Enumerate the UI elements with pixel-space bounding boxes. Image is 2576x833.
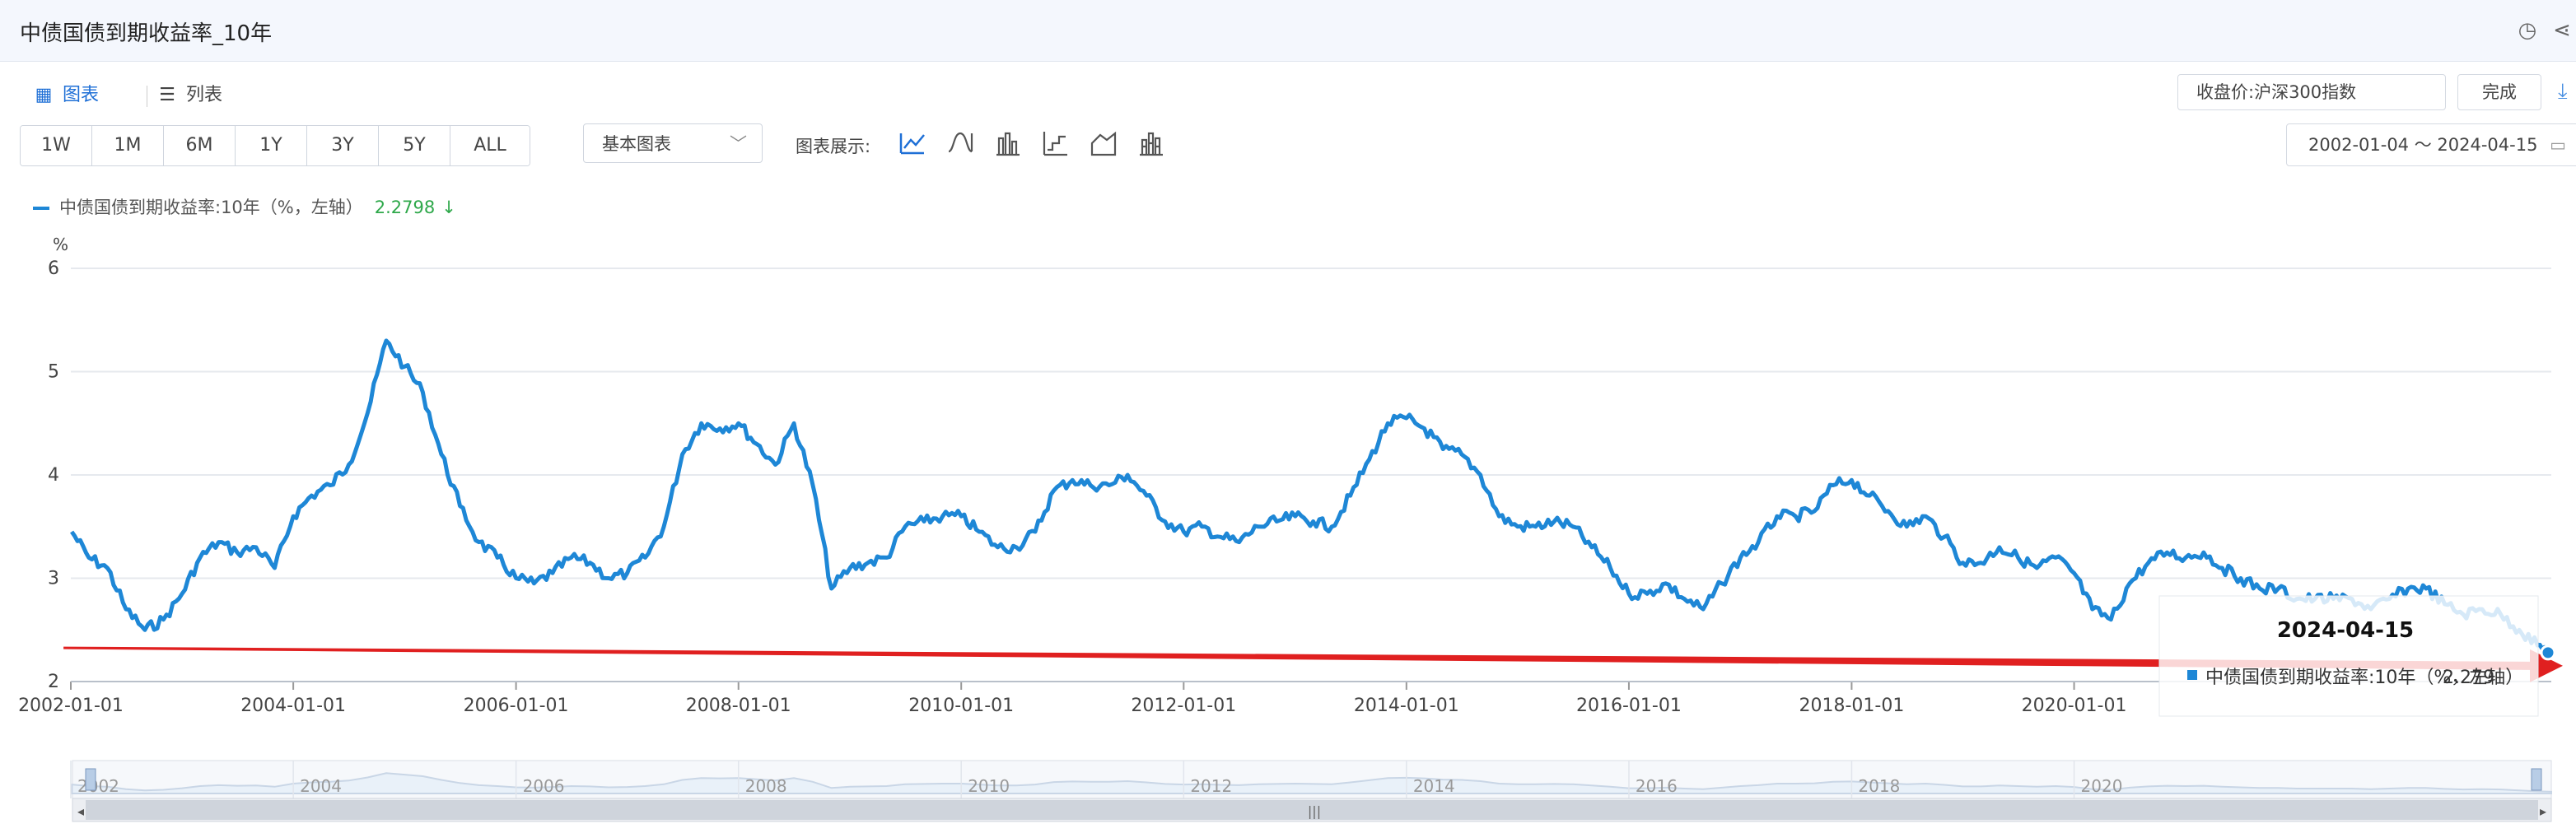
tooltip: 2024-04-15 中债国债到期收益率:10年（%，左轴） 2.279 bbox=[2158, 595, 2539, 717]
tooltip-swatch bbox=[2187, 670, 2197, 680]
history-icon[interactable]: ◷ bbox=[2518, 18, 2537, 43]
legend-swatch bbox=[33, 207, 49, 210]
y-tick-label: 3 bbox=[48, 569, 59, 589]
range-6m-button[interactable]: 6M bbox=[164, 126, 236, 165]
range-3y-button[interactable]: 3Y bbox=[307, 126, 379, 165]
date-range-picker[interactable]: 2002-01-04 ～ 2024-04-15 ▭ bbox=[2286, 123, 2576, 166]
x-tick-label: 2006-01-01 bbox=[464, 696, 569, 716]
list-icon: ☰ bbox=[159, 85, 175, 105]
red-annotation-arrow bbox=[63, 646, 2563, 682]
x-tick-label: 2008-01-01 bbox=[686, 696, 791, 716]
navigator-year-label: 2018 bbox=[1858, 776, 1900, 796]
page-title: 中债国债到期收益率_10年 bbox=[20, 21, 273, 46]
x-axis-ticks: 2002-01-01 2004-01-01 2006-01-01 2008-01-01… bbox=[18, 681, 2551, 716]
range-1w-button[interactable]: 1W bbox=[21, 126, 92, 165]
compare-series-input[interactable]: 收盘价:沪深300指数 bbox=[2177, 74, 2446, 110]
step-chart-icon[interactable] bbox=[1041, 128, 1071, 158]
navigator-series bbox=[71, 772, 2552, 794]
navigator[interactable]: 2002 2004 2006 2008 2010 2012 2014 2016 2018 2020… bbox=[70, 760, 2552, 822]
legend-item[interactable]: 中债国债到期收益率:10年（%，左轴） 2.2798 ↓ bbox=[33, 194, 456, 219]
x-tick-label: 2020-01-01 bbox=[2022, 696, 2127, 716]
chart-mode-select[interactable]: 基本图表 ﹀ bbox=[583, 123, 763, 163]
last-point-marker bbox=[2540, 645, 2556, 661]
scrollbar-thumb[interactable] bbox=[86, 800, 2538, 820]
title-bar: 中债国债到期收益率_10年 ◷ ⋖ bbox=[0, 0, 2576, 62]
tooltip-value: 2.279 bbox=[2443, 668, 2494, 688]
calendar-icon: ▭ bbox=[2550, 135, 2566, 155]
navigator-year-labels: 2002 2004 2006 2008 2010 2012 2014 2016 2018 2020 bbox=[70, 761, 2123, 798]
arrow-shape bbox=[63, 646, 2563, 682]
done-button[interactable]: 完成 bbox=[2457, 74, 2541, 110]
x-tick-label: 2010-01-01 bbox=[908, 696, 1014, 716]
tab-chart-label: 图表 bbox=[63, 85, 100, 105]
series-line bbox=[70, 338, 2552, 657]
navigator-left-handle[interactable] bbox=[85, 768, 96, 791]
download-icon[interactable]: ⤓ bbox=[2558, 79, 2568, 104]
x-tick-label: 2014-01-01 bbox=[1354, 696, 1459, 716]
arrow-down-icon: ↓ bbox=[441, 198, 456, 217]
x-tick-label: 2004-01-01 bbox=[240, 696, 346, 716]
date-range-value: 2002-01-04 ～ 2024-04-15 bbox=[2308, 135, 2538, 155]
tab-list[interactable]: ☰ 列表 bbox=[156, 81, 222, 110]
line-chart-icon[interactable] bbox=[898, 128, 927, 158]
bar-chart-icon[interactable] bbox=[993, 128, 1023, 158]
legend-label: 中债国债到期收益率:10年（%，左轴） bbox=[59, 198, 363, 217]
range-1m-button[interactable]: 1M bbox=[92, 126, 164, 165]
navigator-background bbox=[72, 760, 2552, 799]
navigator-year-label: 2010 bbox=[968, 776, 1010, 796]
range-button-group: 1W 1M 6M 1Y 3Y 5Y ALL bbox=[20, 125, 530, 166]
navigator-year-label: 2016 bbox=[1636, 776, 1678, 796]
navigator-year-label: 2014 bbox=[1413, 776, 1455, 796]
scrollbar-grip-icon: ||| bbox=[1308, 803, 1321, 819]
chart-display-label: 图表展示: bbox=[796, 137, 871, 156]
y-tick-label: 6 bbox=[48, 258, 59, 279]
chevron-down-icon: ﹀ bbox=[730, 134, 747, 154]
navigator-year-label: 2012 bbox=[1190, 776, 1232, 796]
scroll-right-icon[interactable]: ▸ bbox=[2540, 803, 2546, 819]
y-axis-unit: % bbox=[53, 235, 68, 254]
navigator-year-label: 2004 bbox=[300, 776, 342, 796]
scroll-left-icon[interactable]: ◂ bbox=[77, 803, 84, 819]
curve-chart-icon[interactable] bbox=[945, 128, 975, 158]
legend-latest-value: 2.2798 bbox=[374, 198, 436, 217]
range-5y-button[interactable]: 5Y bbox=[379, 126, 450, 165]
range-1y-button[interactable]: 1Y bbox=[236, 126, 307, 165]
range-all-button[interactable]: ALL bbox=[450, 126, 530, 165]
navigator-year-label: 2006 bbox=[523, 776, 565, 796]
share-icon[interactable]: ⋖ bbox=[2553, 18, 2571, 43]
chart-icon: ▦ bbox=[35, 85, 53, 105]
tooltip-date: 2024-04-15 bbox=[2277, 618, 2414, 643]
y-tick-label: 2 bbox=[48, 672, 59, 692]
tooltip-box bbox=[2158, 595, 2539, 717]
navigator-right-handle[interactable] bbox=[2531, 768, 2542, 791]
y-tick-label: 4 bbox=[48, 465, 59, 486]
stacked-bar-icon[interactable] bbox=[1136, 128, 1166, 158]
area-chart-icon[interactable] bbox=[1089, 128, 1118, 158]
y-tick-label: 5 bbox=[48, 362, 59, 383]
y-axis-ticks: 2 3 4 5 6 bbox=[48, 258, 59, 692]
tab-chart[interactable]: ▦ 图表 bbox=[33, 81, 99, 110]
x-tick-label: 2002-01-01 bbox=[18, 696, 124, 716]
navigator-year-label: 2008 bbox=[745, 776, 787, 796]
x-tick-label: 2016-01-01 bbox=[1576, 696, 1682, 716]
tooltip-series-label: 中债国债到期收益率:10年（%，左轴） bbox=[2205, 668, 2523, 688]
tab-list-label: 列表 bbox=[186, 85, 223, 105]
x-tick-label: 2012-01-01 bbox=[1131, 696, 1236, 716]
chart-mode-value: 基本图表 bbox=[602, 134, 671, 154]
navigator-year-label: 2002 bbox=[77, 776, 119, 796]
navigator-year-label: 2020 bbox=[2081, 776, 2123, 796]
x-tick-label: 2018-01-01 bbox=[1799, 696, 1904, 716]
